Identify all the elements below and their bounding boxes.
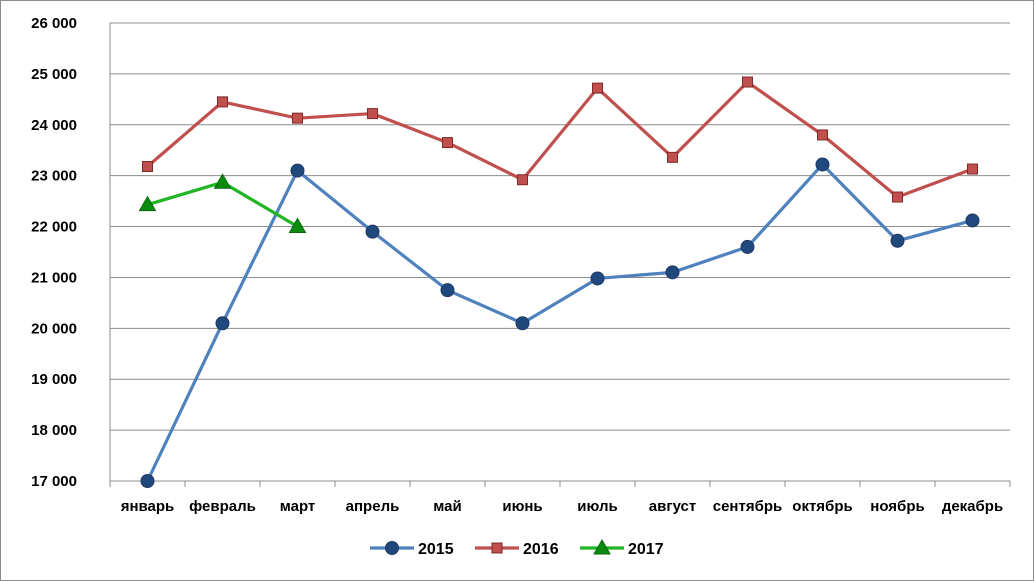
y-tick-label: 21 000	[31, 269, 77, 286]
x-tick-label: октябрь	[792, 498, 852, 515]
x-tick-label: август	[649, 498, 696, 515]
x-tick-label: февраль	[189, 498, 256, 515]
x-tick-label: сентябрь	[713, 498, 783, 515]
x-tick-label: июль	[577, 498, 617, 515]
y-tick-label: 17 000	[31, 473, 77, 490]
legend-item-2016: 2016	[475, 541, 559, 558]
legend-label: 2016	[523, 541, 559, 558]
x-tick-label: март	[280, 498, 316, 515]
data-point-2016	[817, 129, 828, 141]
legend-label: 2015	[418, 541, 454, 558]
y-tick-label: 22 000	[31, 219, 77, 236]
y-tick-label: 25 000	[31, 66, 77, 83]
series-line-2016	[146, 80, 974, 199]
x-tick-label: январь	[121, 498, 175, 515]
data-point-2016	[142, 161, 153, 173]
data-point-2015	[815, 157, 830, 172]
y-tick-label: 19 000	[31, 371, 77, 388]
data-point-2016	[517, 174, 528, 186]
data-point-2016	[742, 76, 753, 88]
data-point-2017	[138, 195, 157, 212]
series-2017	[138, 173, 307, 234]
series-2016	[142, 76, 978, 203]
y-tick-label: 23 000	[31, 168, 77, 185]
y-tick-label: 24 000	[31, 117, 77, 134]
legend-marker	[593, 538, 611, 555]
data-point-2016	[967, 163, 978, 175]
data-point-2016	[442, 137, 453, 149]
legend-label: 2017	[628, 541, 664, 558]
data-point-2017	[213, 173, 232, 189]
y-tick-label: 20 000	[31, 320, 77, 337]
data-point-2017	[288, 217, 307, 234]
data-point-2015	[890, 233, 905, 248]
y-tick-label: 26 000	[31, 15, 77, 32]
data-point-2015	[440, 283, 455, 298]
data-point-2015	[665, 265, 680, 280]
x-tick-label: ноябрь	[870, 498, 924, 515]
x-tick-label: май	[433, 498, 461, 515]
series-line-2015	[146, 162, 973, 482]
data-point-2016	[292, 112, 303, 124]
data-point-2015	[365, 224, 380, 239]
data-point-2015	[965, 213, 980, 228]
data-point-2015	[290, 163, 305, 178]
x-tick-label: декабрь	[942, 498, 1003, 515]
data-point-2016	[367, 108, 378, 120]
x-tick-label: апрель	[346, 498, 400, 515]
series-2015	[140, 157, 980, 488]
data-point-2015	[515, 316, 530, 331]
data-point-2016	[667, 151, 678, 163]
data-point-2015	[215, 316, 230, 331]
y-tick-label: 18 000	[31, 422, 77, 439]
data-point-2016	[892, 191, 903, 203]
data-point-2015	[140, 474, 155, 488]
data-point-2015	[740, 239, 755, 254]
legend-item-2015: 2015	[370, 541, 454, 558]
data-point-2016	[217, 96, 228, 108]
data-point-2015	[590, 271, 605, 286]
legend-item-2017: 2017	[580, 538, 664, 558]
legend-marker	[385, 541, 399, 555]
data-point-2016	[592, 82, 603, 94]
x-tick-label: июнь	[502, 498, 542, 515]
legend-marker	[491, 542, 503, 554]
